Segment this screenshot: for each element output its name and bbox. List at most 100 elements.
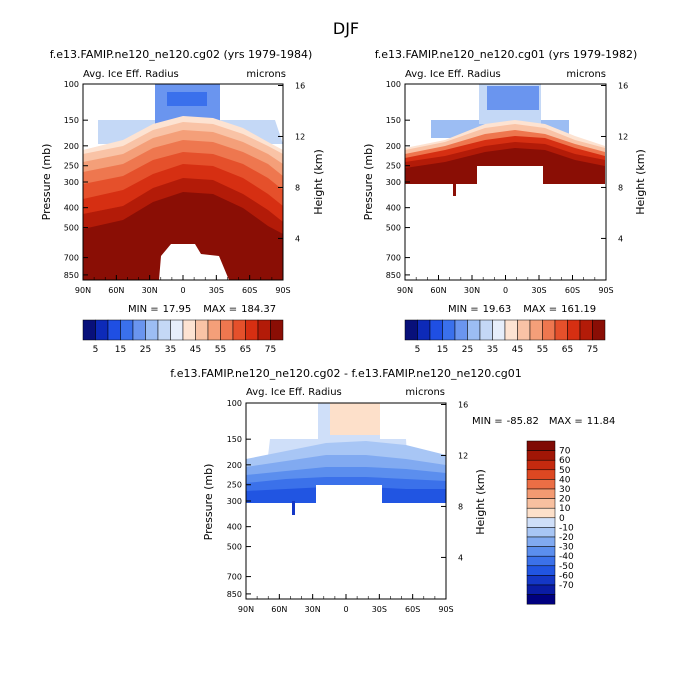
x-tick-label: 30S [209, 286, 224, 295]
p-tick-label: 100 [64, 80, 79, 89]
p-tick-label: 100 [386, 80, 401, 89]
colorbar-box [526, 575, 556, 586]
colorbar-label: 0 [559, 514, 565, 524]
x-tick-label: 0 [180, 286, 185, 295]
p-tick-label: 700 [64, 254, 79, 263]
colorbar-box [526, 469, 556, 480]
panel-2-ylabel: Pressure (mb) [362, 144, 375, 221]
colorbar-box [257, 319, 271, 341]
x-tick-label: 60N [108, 286, 124, 295]
h-tick-label: 16 [458, 401, 468, 410]
colorbar-label: 10 [559, 504, 571, 514]
p-tick-label: 400 [227, 523, 242, 532]
colorbar-box [526, 584, 556, 595]
p-tick-label: 200 [386, 142, 401, 151]
colorbar-box [120, 319, 134, 341]
colorbar-box [526, 459, 556, 471]
colorbar-box [526, 507, 556, 519]
colorbar-box [467, 319, 481, 341]
h-tick-label: 8 [618, 183, 623, 192]
colorbar-box [554, 319, 568, 341]
colorbar-label: 15 [115, 345, 126, 355]
colorbar-box [567, 319, 581, 341]
colorbar-label: 30 [559, 485, 571, 495]
panel-2-y2label: Height (km) [634, 149, 647, 215]
colorbar-label: -40 [559, 552, 574, 562]
panel-3-right-label: microns [405, 387, 445, 398]
x-tick-label: 30N [305, 605, 321, 614]
panel-3-plot [246, 403, 446, 515]
colorbar-box [542, 319, 556, 341]
colorbar-box [245, 319, 259, 341]
colorbar-box [404, 319, 418, 341]
colorbar-box [526, 479, 556, 490]
colorbar-label: 20 [559, 495, 571, 505]
figure-title: DJF [333, 19, 359, 38]
x-tick-label: 60S [405, 605, 420, 614]
colorbar-label: 35 [165, 345, 176, 355]
colorbar-label: 25 [462, 345, 473, 355]
panel-1-missing [159, 244, 229, 280]
h-tick-label: 12 [295, 132, 305, 141]
colorbar-box [442, 319, 456, 341]
colorbar-label: 25 [140, 345, 151, 355]
colorbar-label: 75 [265, 345, 276, 355]
colorbar-box [145, 319, 159, 341]
colorbar-box [132, 319, 146, 341]
panel-3-y2label: Height (km) [474, 469, 487, 535]
panel-2-y-ticks: 100 150 200 250 300 400 500 700 850 [386, 80, 410, 280]
colorbar-label: 40 [559, 475, 571, 485]
colorbar-box [95, 319, 109, 341]
p-tick-label: 500 [227, 543, 242, 552]
panel-2-plot [405, 84, 605, 196]
p-tick-label: 700 [386, 254, 401, 263]
panel-1-left-label: Avg. Ice Eff. Radius [83, 69, 179, 80]
h-tick-label: 8 [295, 183, 300, 192]
colorbar-box [526, 517, 556, 528]
x-tick-label: 30N [142, 286, 158, 295]
colorbar-label: -60 [559, 571, 574, 581]
p-tick-label: 250 [386, 162, 401, 171]
p-tick-label: 250 [64, 162, 79, 171]
colorbar-box [526, 498, 556, 509]
x-tick-label: 60N [271, 605, 287, 614]
panel-1-title: f.e13.FAMIP.ne120_ne120.cg02 (yrs 1979-1… [50, 48, 313, 61]
p-tick-label: 150 [386, 116, 401, 125]
panel-1-y2label: Height (km) [312, 149, 325, 215]
colorbar-label: 15 [437, 345, 448, 355]
colorbar-box [170, 319, 184, 341]
h-tick-label: 4 [458, 553, 463, 562]
h-tick-label: 4 [295, 234, 300, 243]
colorbar-label: -20 [559, 533, 574, 543]
colorbar-box [479, 319, 493, 341]
colorbar-label: 55 [537, 345, 548, 355]
colorbar-box [526, 440, 556, 451]
h-tick-label: 12 [458, 451, 468, 460]
colorbar-box [157, 319, 171, 341]
colorbar-box [504, 319, 518, 341]
p-tick-label: 300 [227, 497, 242, 506]
colorbar-box [526, 546, 556, 557]
panel-2-x-ticks: 90N 60N 30N 0 30S 60S 90S [397, 275, 614, 295]
colorbar-label: 60 [559, 456, 571, 466]
h-tick-label: 8 [458, 502, 463, 511]
colorbar-label: 70 [559, 447, 571, 457]
p-tick-label: 400 [64, 204, 79, 213]
panel-1-colorbar: 5 15 25 35 45 55 65 75 [82, 319, 284, 355]
colorbar-box [579, 319, 593, 341]
colorbar-label: 45 [512, 345, 523, 355]
colorbar-label: 50 [559, 466, 571, 476]
colorbar-box [82, 319, 96, 341]
panel-3-title: f.e13.FAMIP.ne120_ne120.cg02 - f.e13.FAM… [170, 367, 522, 380]
p-tick-label: 850 [64, 271, 79, 280]
x-tick-label: 90N [75, 286, 91, 295]
panel-3-stats: MIN = -85.82 MAX = 11.84 [472, 416, 615, 427]
colorbar-box [592, 319, 606, 341]
x-tick-label: 60S [242, 286, 257, 295]
colorbar-box [454, 319, 468, 341]
p-tick-label: 400 [386, 204, 401, 213]
p-tick-label: 700 [227, 573, 242, 582]
panel-2-height-ticks: 4 8 12 16 [601, 82, 628, 243]
colorbar-label: 55 [215, 345, 226, 355]
